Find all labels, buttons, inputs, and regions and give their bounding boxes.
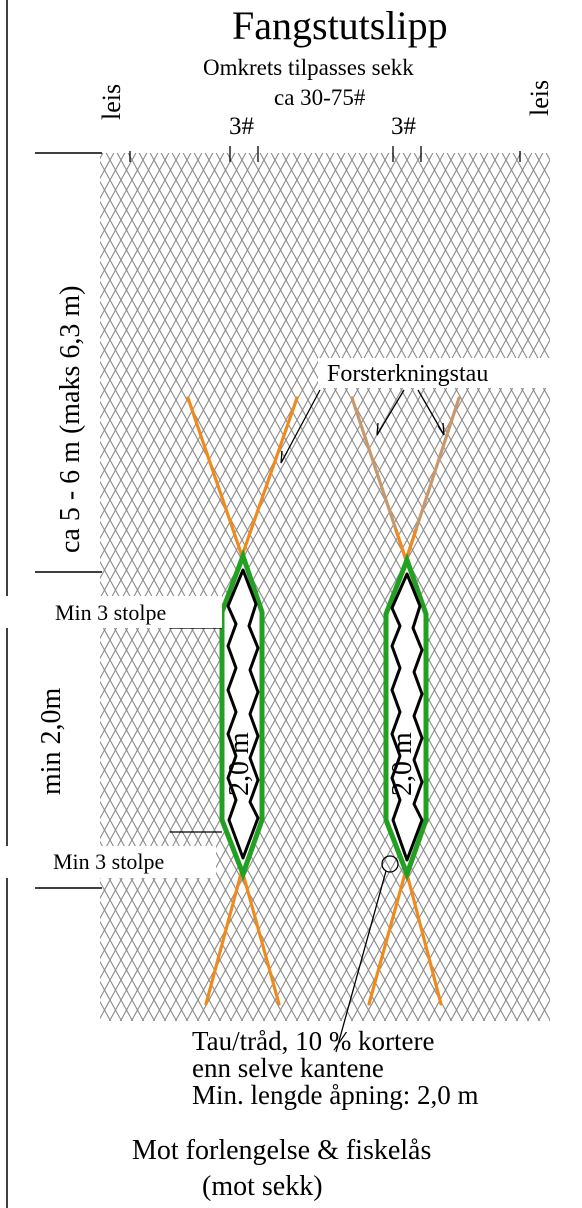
rope-note-line2: enn selve kantene (192, 1053, 384, 1083)
subtitle-line2: ca 30-75# (274, 85, 366, 110)
page-title: Fangstutslipp (232, 3, 448, 48)
label-bg-reinforcement (318, 358, 550, 388)
label-bg-top (0, 596, 222, 628)
min-bars-bottom-label: Min 3 stolpe (53, 849, 165, 874)
reinforcement-rope-right (350, 396, 461, 1006)
selvage-label-right: leis (525, 79, 554, 116)
leader-lines (170, 389, 445, 1053)
bottom-direction-line1: Mot forlengelse & fiskelås (132, 1135, 432, 1166)
rope-note-line3: Min. lengde åpning: 2,0 m (192, 1080, 479, 1110)
escape-opening-right (383, 552, 429, 882)
bottom-direction-line2: (mot sekk) (202, 1171, 323, 1202)
reinforcement-rope-label: Forsterkningstau (327, 361, 489, 387)
subtitle-line1: Omkrets tilpasses sekk (203, 55, 414, 80)
opening-length-right-label: 2,0 m (387, 732, 418, 796)
rope-note-line1: Tau/tråd, 10 % kortere (192, 1026, 435, 1056)
label-bg-bottom (0, 846, 216, 878)
label-bg-length (54, 180, 98, 570)
netting-mesh (100, 153, 550, 1021)
top-mesh-ticks (129, 146, 521, 162)
escape-opening-left (219, 548, 265, 882)
min-bars-top-label: Min 3 stolpe (55, 600, 167, 625)
length-upper-label: ca 5 - 6 m (maks 6,3 m) (55, 285, 86, 554)
length-opening-label: min 2,0m (36, 687, 67, 795)
reinforcement-rope-left (186, 396, 299, 1006)
opening-length-left-label: 2,0 m (224, 732, 255, 796)
mesh-count-left: 3# (229, 113, 254, 140)
selvage-label-left: leis (97, 83, 126, 120)
mesh-count-right: 3# (391, 113, 416, 140)
